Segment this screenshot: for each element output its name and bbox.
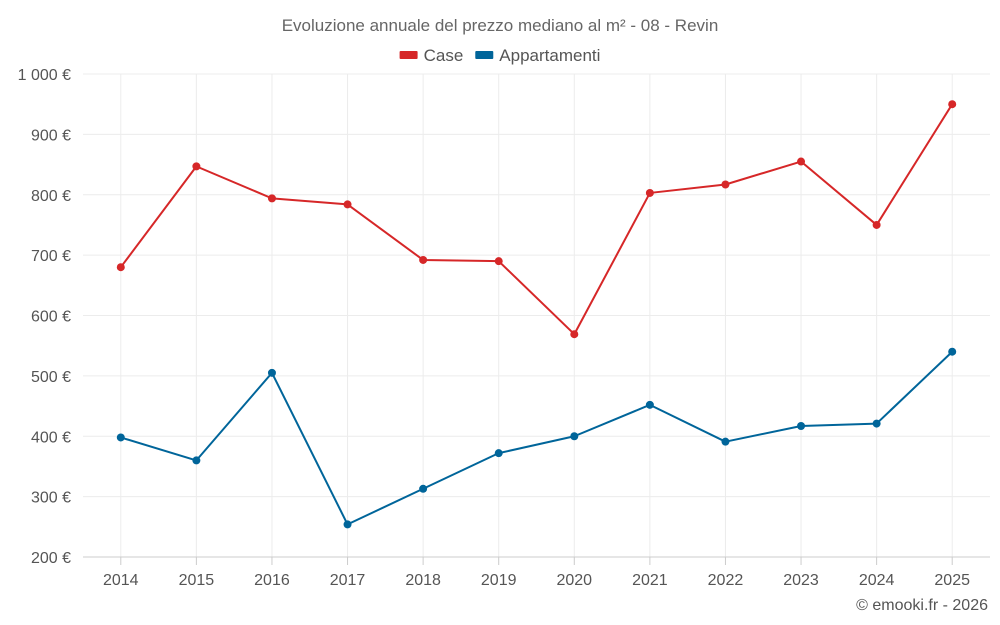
x-tick-label: 2014 — [103, 572, 139, 589]
x-tick-label: 2023 — [783, 572, 819, 589]
data-point-case[interactable] — [419, 255, 428, 264]
y-tick-label: 200 € — [31, 550, 71, 567]
data-point-case[interactable] — [797, 157, 806, 166]
grid-lines — [83, 73, 990, 557]
y-tick-label: 500 € — [31, 369, 71, 386]
y-tick-label: 700 € — [31, 248, 71, 265]
data-point-case[interactable] — [494, 257, 503, 266]
x-tick-label: 2025 — [934, 572, 970, 589]
x-axis: 2014 2015 2016 2017 2018 2019 2020 2021 2022 2023… — [83, 556, 990, 589]
x-tick-label: 2022 — [708, 572, 744, 589]
data-point-appartamenti[interactable] — [948, 347, 957, 356]
y-tick-label: 1 000 € — [18, 67, 71, 84]
data-point-appartamenti[interactable] — [721, 437, 730, 446]
data-point-case[interactable] — [948, 100, 957, 109]
data-point-case[interactable] — [645, 188, 654, 197]
x-tick-label: 2015 — [179, 572, 215, 589]
legend-item-appartamenti[interactable]: Appartamenti — [475, 46, 600, 65]
chart-title: Evoluzione annuale del prezzo mediano al… — [282, 16, 719, 35]
credit-text: © emooki.fr - 2026 — [856, 597, 988, 614]
data-point-case[interactable] — [343, 200, 352, 209]
data-point-appartamenti[interactable] — [797, 421, 806, 430]
data-point-case[interactable] — [721, 180, 730, 189]
x-tick-label: 2024 — [859, 572, 895, 589]
data-point-case[interactable] — [192, 162, 201, 171]
x-tick-label: 2020 — [556, 572, 592, 589]
y-tick-label: 800 € — [31, 188, 71, 205]
x-tick-label: 2016 — [254, 572, 290, 589]
data-point-appartamenti[interactable] — [570, 432, 579, 441]
series-group — [116, 100, 957, 529]
data-point-case[interactable] — [872, 220, 881, 229]
data-point-appartamenti[interactable] — [494, 449, 503, 458]
legend-swatch — [475, 51, 494, 59]
legend-item-case[interactable]: Case — [399, 46, 464, 65]
x-tick-label: 2017 — [330, 572, 366, 589]
y-axis: 200 € 300 € 400 € 500 € 600 € 700 € 800 € 900 €… — [18, 67, 71, 567]
y-tick-label: 600 € — [31, 309, 71, 326]
data-point-appartamenti[interactable] — [116, 433, 125, 442]
x-tick-label: 2019 — [481, 572, 517, 589]
legend-swatch — [399, 51, 418, 59]
y-tick-label: 400 € — [31, 429, 71, 446]
legend-label: Appartamenti — [499, 46, 600, 65]
data-point-appartamenti[interactable] — [872, 419, 881, 428]
y-tick-label: 300 € — [31, 490, 71, 507]
data-point-case[interactable] — [116, 263, 125, 272]
series-line-appartamenti — [120, 351, 953, 526]
data-point-appartamenti[interactable] — [267, 368, 276, 377]
data-point-appartamenti[interactable] — [343, 520, 352, 529]
y-tick-label: 900 € — [31, 127, 71, 144]
legend[interactable]: Case Appartamenti — [399, 46, 601, 65]
series-line-case — [119, 103, 954, 336]
data-point-appartamenti[interactable] — [419, 484, 428, 493]
data-point-case[interactable] — [570, 330, 579, 339]
legend-label: Case — [424, 46, 464, 65]
data-point-appartamenti[interactable] — [645, 400, 654, 409]
x-tick-label: 2018 — [405, 572, 441, 589]
data-point-case[interactable] — [267, 194, 276, 203]
x-tick-label: 2021 — [632, 572, 668, 589]
data-point-appartamenti[interactable] — [192, 456, 201, 465]
